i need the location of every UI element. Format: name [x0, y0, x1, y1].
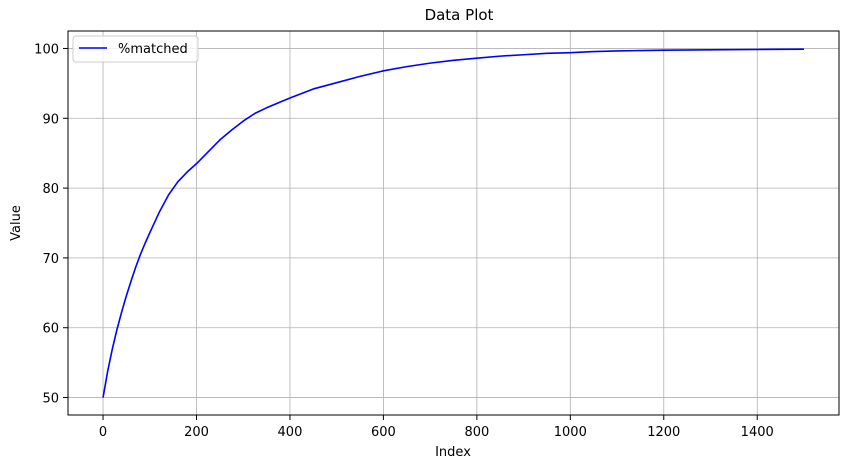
y-tick-label: 70 [42, 252, 59, 267]
x-tick-label: 0 [99, 425, 107, 440]
x-tick-label: 1200 [647, 425, 680, 440]
grid [68, 31, 839, 415]
x-tick-label: 400 [278, 425, 303, 440]
x-tick-label: 600 [371, 425, 396, 440]
x-axis-title: Index [435, 445, 471, 460]
x-tick-label: 800 [464, 425, 489, 440]
series-line-matched [102, 48, 804, 398]
y-axis: 50 60 70 80 90 100 [34, 42, 68, 407]
x-tick-label: 200 [184, 425, 209, 440]
legend-label: %matched [118, 42, 188, 57]
x-tick-label: 1400 [741, 425, 774, 440]
chart-title: Data Plot [425, 6, 494, 24]
plot-frame [67, 30, 840, 416]
x-axis: 0 200 400 600 800 1000 1200 1400 [99, 415, 774, 440]
series-layer [102, 48, 804, 398]
legend-box [72, 35, 199, 63]
y-tick-label: 100 [34, 42, 59, 57]
y-tick-label: 60 [42, 322, 59, 337]
legend: %matched [72, 35, 199, 63]
y-tick-label: 90 [42, 112, 59, 127]
y-tick-label: 50 [42, 392, 59, 407]
x-tick-label: 1000 [554, 425, 587, 440]
y-tick-label: 80 [42, 182, 59, 197]
y-axis-title: Value [9, 205, 24, 241]
